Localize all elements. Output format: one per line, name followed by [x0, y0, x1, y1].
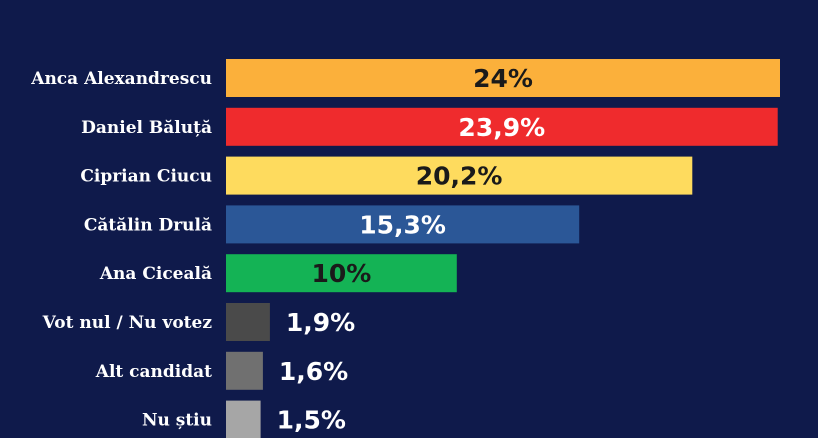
value-label: 20,2%: [416, 162, 503, 191]
value-label: 24%: [473, 64, 533, 93]
category-label: Nu știu: [142, 411, 212, 431]
category-label: Ciprian Ciucu: [80, 167, 212, 187]
bar: [226, 254, 457, 293]
value-label: 1,9%: [286, 308, 355, 337]
category-label: Anca Alexandrescu: [30, 69, 212, 89]
category-label: Daniel Băluță: [81, 118, 212, 138]
category-label: Cătălin Drulă: [84, 215, 212, 235]
bar: [226, 400, 261, 438]
value-label: 15,3%: [359, 210, 446, 239]
bar: [226, 59, 780, 97]
category-label: Vot nul / Nu votez: [42, 313, 213, 333]
bar: [226, 303, 270, 341]
bar: [226, 351, 263, 390]
bar: [226, 107, 778, 146]
value-label: 23,9%: [458, 113, 545, 142]
bar: [226, 156, 693, 195]
value-label: 10%: [311, 259, 371, 288]
value-label: 1,5%: [277, 406, 346, 435]
bar: [226, 205, 580, 244]
category-label: Alt candidat: [95, 362, 212, 382]
value-label: 1,6%: [279, 357, 348, 386]
category-label: Ana Ciceală: [99, 264, 212, 284]
